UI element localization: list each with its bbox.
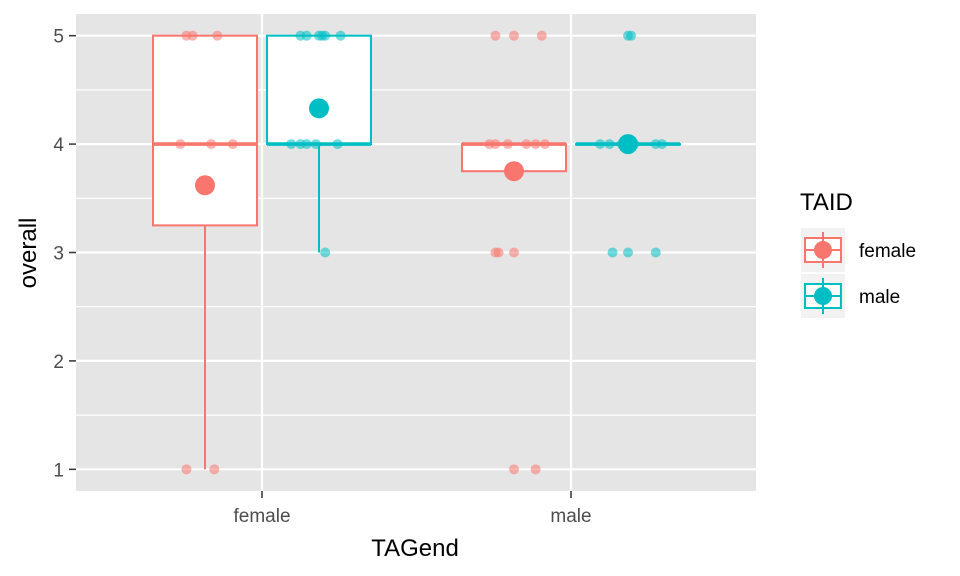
data-point	[502, 139, 513, 150]
legend-key-point	[814, 241, 832, 259]
x-tick-label: male	[550, 506, 591, 527]
data-point	[509, 247, 519, 258]
data-point	[530, 139, 541, 150]
data-point	[206, 139, 217, 150]
data-point	[493, 247, 504, 258]
y-axis: 1 2 3 4 5	[53, 27, 76, 481]
data-point	[310, 139, 321, 150]
data-point	[209, 464, 220, 475]
y-tick-label: 4	[53, 135, 64, 156]
legend-label: female	[859, 241, 916, 262]
data-point	[604, 139, 615, 150]
legend: TAID female male	[800, 189, 916, 318]
data-point	[175, 139, 186, 150]
data-point	[332, 139, 343, 150]
data-point	[650, 247, 661, 258]
data-point	[607, 247, 618, 258]
data-point	[490, 139, 501, 150]
data-point	[335, 30, 346, 41]
data-point	[623, 247, 633, 258]
legend-key-point	[814, 287, 832, 305]
mean-point	[618, 134, 638, 155]
data-point	[539, 139, 550, 150]
data-point	[656, 139, 667, 150]
mean-point	[309, 98, 329, 119]
data-point	[212, 30, 223, 41]
data-point	[626, 30, 637, 41]
data-point	[320, 30, 331, 41]
box-body	[152, 34, 258, 227]
x-axis: female male	[233, 491, 592, 527]
data-point	[320, 247, 331, 258]
data-point	[509, 464, 519, 475]
boxes	[152, 34, 681, 470]
mean-point	[195, 175, 215, 196]
x-axis-title: TAGend	[371, 535, 459, 562]
y-axis-title: overall	[15, 218, 42, 289]
mean-point	[504, 161, 524, 182]
legend-keys: female male	[801, 228, 916, 318]
mean-points	[195, 98, 638, 196]
legend-label: male	[859, 287, 900, 308]
y-tick-label: 5	[53, 27, 64, 48]
x-tick-label: female	[233, 506, 290, 527]
box-body	[266, 34, 372, 146]
data-point	[530, 464, 541, 475]
y-tick-label: 3	[53, 244, 64, 265]
data-point	[286, 139, 297, 150]
data-point	[536, 30, 547, 41]
y-tick-label: 2	[53, 352, 64, 373]
y-tick-label: 1	[53, 460, 64, 481]
data-point	[181, 464, 192, 475]
data-point	[227, 139, 238, 150]
data-point	[301, 30, 312, 41]
data-point	[595, 139, 606, 150]
data-point	[521, 139, 532, 150]
legend-title: TAID	[800, 189, 853, 216]
data-point	[187, 30, 198, 41]
data-point	[301, 139, 312, 150]
data-point	[490, 30, 501, 41]
data-point	[509, 30, 519, 41]
